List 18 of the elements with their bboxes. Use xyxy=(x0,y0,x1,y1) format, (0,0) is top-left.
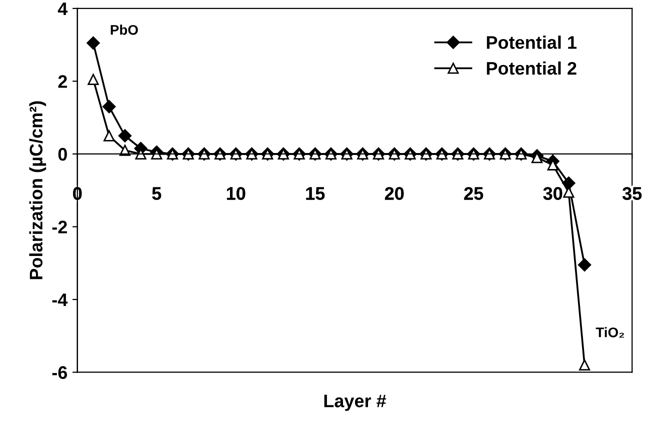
y-tick-label: -2 xyxy=(52,220,67,234)
x-tick-label: 30 xyxy=(543,187,562,200)
x-tick-label: 5 xyxy=(152,187,162,200)
y-tick-label: 4 xyxy=(58,2,68,15)
y-tick-label: -6 xyxy=(52,366,68,379)
x-tick-label: 20 xyxy=(384,187,404,200)
x-tick-label: 25 xyxy=(464,187,484,200)
x-tick-label: 10 xyxy=(226,187,246,200)
legend-label: Potential 2 xyxy=(486,61,576,75)
y-tick-label: -4 xyxy=(52,294,68,306)
x-axis-title: Layer # xyxy=(324,394,386,411)
y-tick-label: 2 xyxy=(58,75,67,88)
legend-label: Potential 1 xyxy=(486,36,577,49)
annotation: PbO xyxy=(110,24,138,35)
x-tick-label: 15 xyxy=(306,187,325,200)
annotation: TiO₂ xyxy=(596,327,624,338)
y-axis-title: Polarization (µC/cm²) xyxy=(29,101,46,280)
y-tick-label: 0 xyxy=(58,148,67,161)
